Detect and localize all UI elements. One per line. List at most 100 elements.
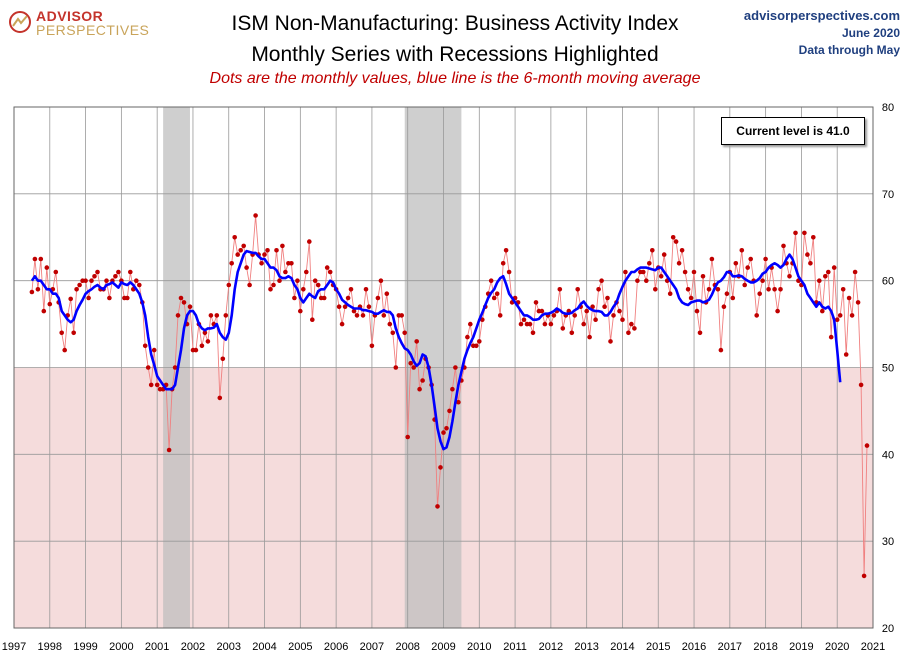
monthly-value-dot [178,295,184,301]
monthly-value-dot [518,321,524,327]
x-tick-label: 2006 [324,641,348,653]
monthly-value-dot [805,252,810,257]
monthly-value-dot [295,278,300,284]
monthly-value-dot [414,339,420,344]
monthly-value-dot [826,269,831,275]
monthly-value-dot [345,295,351,301]
x-tick-label: 2010 [467,641,491,653]
monthly-value-dot [148,382,154,388]
monthly-value-dot [259,261,264,266]
x-tick-label: 2021 [861,641,885,653]
monthly-value-dot [593,317,598,323]
monthly-value-dot [354,313,360,318]
x-tick-label: 2001 [145,641,169,653]
monthly-value-dot [477,339,482,344]
monthly-value-dot [730,295,736,301]
monthly-value-dot [307,239,312,244]
monthly-value-dot [172,365,178,370]
monthly-value-dot [778,287,783,292]
monthly-value-dot [324,265,330,270]
x-tick-label: 2005 [288,641,312,653]
monthly-value-dot [542,321,548,327]
monthly-value-dot [676,261,682,266]
monthly-value-dot [387,321,393,327]
x-tick-label: 2009 [431,641,455,653]
monthly-value-dot [715,287,721,292]
monthly-value-dot [605,295,610,301]
monthly-value-dot [104,278,109,284]
monthly-value-dot [679,248,685,253]
monthly-value-dot [658,274,664,279]
site-link[interactable]: advisorperspectives.com [743,8,900,23]
monthly-value-dot [670,235,676,240]
moving-average-line [30,249,842,451]
x-tick-label: 2015 [646,641,670,653]
x-tick-label: 1997 [2,641,26,653]
monthly-value-dot [673,239,679,244]
monthly-value-dot [569,330,575,336]
x-tick-label: 2002 [181,641,205,653]
monthly-value-dot [134,278,139,284]
monthly-value-dot [599,278,604,284]
monthly-value-dot [626,330,631,336]
monthly-value-dot [620,317,625,323]
x-tick-label: 2000 [109,641,133,653]
logo-mark-icon [9,11,31,33]
monthly-value-dot [327,269,333,275]
monthly-value-dot [503,248,509,253]
monthly-value-dot [220,356,226,362]
monthly-value-dot [166,447,172,453]
monthly-value-dot [280,243,285,249]
monthly-value-dot [312,278,318,284]
monthly-value-dot [232,235,237,240]
monthly-value-dot [342,304,348,310]
monthly-value-dot [390,330,396,336]
monthly-value-dot [89,278,94,284]
monthly-value-dot [199,343,205,349]
monthly-value-dot [861,573,867,579]
monthly-value-dot [697,330,703,336]
monthly-value-dot [151,347,157,353]
monthly-value-dot [820,308,825,314]
monthly-value-dot [650,248,655,253]
monthly-value-dot [35,287,41,292]
monthly-value-dot [393,365,399,370]
advisor-perspectives-logo: ADVISOR PERSPECTIVES [8,8,149,40]
x-tick-label: 2003 [217,641,241,653]
monthly-value-dot [137,282,142,288]
monthly-value-dot [694,308,700,314]
monthly-value-dot [408,360,414,366]
monthly-value-dot [539,308,545,314]
monthly-value-dot [444,426,449,431]
monthly-value-dot [557,287,563,292]
monthly-value-dot [193,347,199,353]
monthly-value-dot [235,252,240,257]
monthly-value-dot [763,256,768,262]
data-through: Data through May [798,43,900,57]
date-published: June 2020 [841,26,900,40]
monthly-value-dot [590,304,595,310]
monthly-value-dot [632,326,637,331]
monthly-value-dot [560,326,566,331]
chart-title-line2: Monthly Series with Recessions Highlight… [251,43,659,66]
monthly-value-dot [817,278,822,284]
monthly-value-dot [274,248,279,253]
monthly-value-dot [846,295,852,301]
monthly-value-dot [283,269,288,275]
monthly-value-dot [533,300,539,305]
monthly-value-dot [837,313,843,318]
monthly-value-dot [551,313,557,318]
monthly-value-dot [754,313,759,318]
monthly-value-dot [378,278,384,284]
monthly-value-dot [229,261,234,266]
current-level-callout: Current level is 41.0 [721,117,865,145]
logo-line2: PERSPECTIVES [36,22,150,38]
monthly-value-dot [575,287,580,292]
monthly-value-dot [289,261,294,266]
monthly-value-dot [265,248,270,253]
y-tick-label: 50 [882,363,894,375]
monthly-value-dot [62,347,67,353]
monthly-value-dot [363,287,369,292]
monthly-value-dot [500,261,506,266]
y-tick-label: 40 [882,449,894,461]
